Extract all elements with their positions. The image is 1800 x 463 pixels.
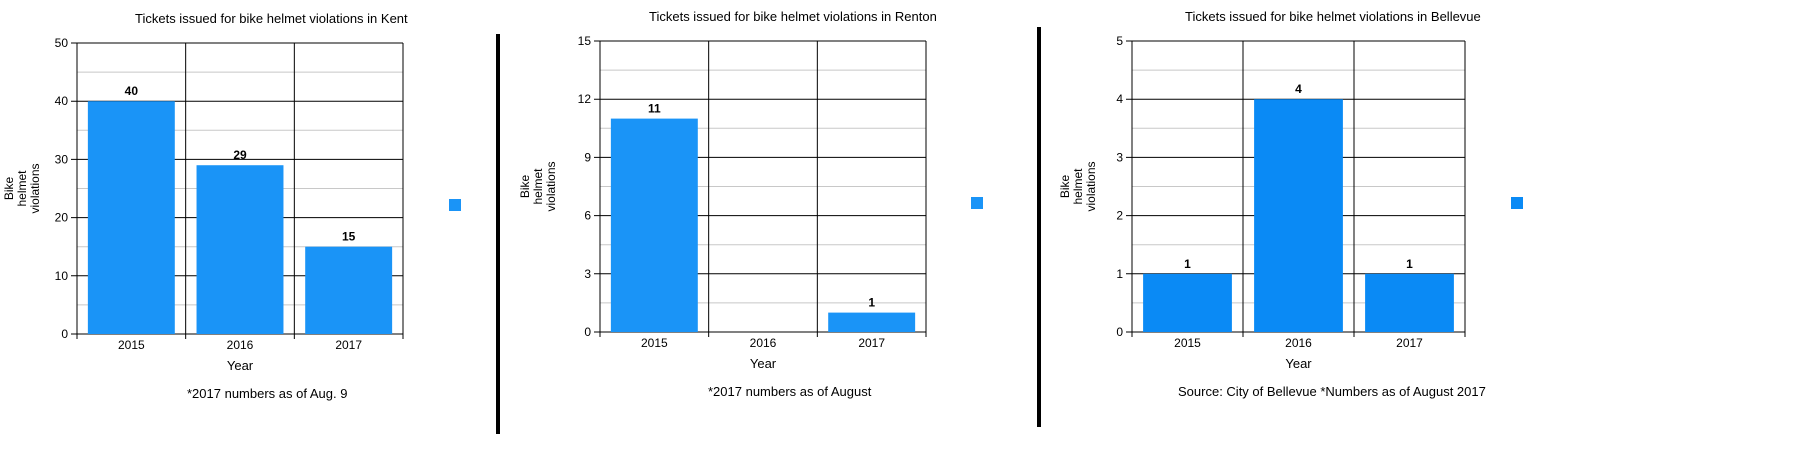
bar xyxy=(828,312,916,332)
bar xyxy=(196,165,284,334)
y-tick-label: 0 xyxy=(584,325,591,339)
bar xyxy=(305,246,393,334)
y-axis-title: Bikehelmetviolations xyxy=(1058,161,1098,211)
data-label: 1 xyxy=(1184,257,1191,271)
data-label: 40 xyxy=(125,84,139,98)
y-tick-label: 15 xyxy=(578,34,592,48)
chart-title: Tickets issued for bike helmet violation… xyxy=(1185,9,1481,24)
data-label: 1 xyxy=(1406,257,1413,271)
bar xyxy=(610,118,698,332)
x-tick-label: 2016 xyxy=(750,336,777,350)
data-label: 29 xyxy=(233,148,247,162)
y-tick-label: 12 xyxy=(578,92,592,106)
y-axis-title-line: Bike xyxy=(518,175,532,199)
y-axis-title-line: violations xyxy=(28,163,42,213)
y-axis-title-line: Bike xyxy=(1058,175,1072,199)
chart-title: Tickets issued for bike helmet violation… xyxy=(135,11,408,26)
y-axis-title-line: helmet xyxy=(15,170,29,207)
x-tick-label: 2017 xyxy=(858,336,885,350)
panel-divider xyxy=(1037,27,1041,427)
chart-note: *2017 numbers as of August xyxy=(708,384,872,399)
renton-chart-panel: Tickets issued for bike helmet violation… xyxy=(518,0,1040,463)
data-label: 1 xyxy=(868,296,875,310)
y-axis-title-line: helmet xyxy=(1071,168,1085,205)
data-label: 11 xyxy=(648,102,661,116)
y-tick-label: 20 xyxy=(55,211,69,225)
x-tick-label: 2015 xyxy=(1174,336,1201,350)
y-tick-label: 3 xyxy=(1116,150,1123,164)
bellevue-chart-panel: Tickets issued for bike helmet violation… xyxy=(1058,0,1800,463)
x-axis-title: Year xyxy=(750,356,777,371)
y-tick-label: 0 xyxy=(1116,325,1123,339)
kent-bar-chart: 0 10 20 30 40 50 40 2015 29 2016 15 2017 Year Bikehel… xyxy=(2,36,461,373)
x-axis-title: Year xyxy=(1285,356,1312,371)
y-axis-title: Bikehelmetviolations xyxy=(518,161,558,211)
y-tick-label: 0 xyxy=(61,327,68,341)
bellevue-bar-chart: 0 1 2 3 4 5 1 2015 4 2016 1 2017 Year Bikehelmetviola… xyxy=(1058,34,1523,371)
y-tick-label: 10 xyxy=(55,269,69,283)
bar xyxy=(1254,99,1343,332)
bar xyxy=(1365,273,1454,332)
y-tick-label: 6 xyxy=(584,209,591,223)
kent-chart-panel: Tickets issued for bike helmet violation… xyxy=(0,0,560,463)
y-tick-label: 9 xyxy=(584,150,591,164)
x-tick-label: 2015 xyxy=(118,338,145,352)
y-tick-label: 4 xyxy=(1116,92,1123,106)
y-tick-label: 3 xyxy=(584,267,591,281)
x-tick-label: 2016 xyxy=(227,338,254,352)
bar xyxy=(87,101,175,334)
legend-swatch xyxy=(1511,197,1523,209)
chart-note: Source: City of Bellevue *Numbers as of … xyxy=(1178,384,1486,399)
y-tick-label: 30 xyxy=(55,152,69,166)
renton-bar-chart: 0 3 6 9 12 15 11 2015 2016 1 2017 Year Bikehelmetvio… xyxy=(518,34,983,371)
y-tick-label: 2 xyxy=(1116,209,1123,223)
y-tick-label: 40 xyxy=(55,94,69,108)
legend-swatch xyxy=(449,199,461,211)
y-axis-title-line: Bike xyxy=(2,177,16,201)
y-axis-title: Bikehelmetviolations xyxy=(2,163,42,213)
chart-note: *2017 numbers as of Aug. 9 xyxy=(187,386,348,401)
y-axis-title-line: violations xyxy=(1084,161,1098,211)
y-axis-title-line: helmet xyxy=(531,168,545,205)
chart-title: Tickets issued for bike helmet violation… xyxy=(649,9,937,24)
bar xyxy=(1143,273,1232,332)
data-label: 15 xyxy=(342,230,356,244)
x-axis-title: Year xyxy=(227,358,254,373)
x-tick-label: 2017 xyxy=(1396,336,1423,350)
x-tick-label: 2017 xyxy=(335,338,362,352)
data-label: 4 xyxy=(1295,82,1302,96)
y-tick-label: 1 xyxy=(1116,267,1123,281)
y-tick-label: 5 xyxy=(1116,34,1123,48)
x-tick-label: 2016 xyxy=(1285,336,1312,350)
y-tick-label: 50 xyxy=(55,36,69,50)
panel-divider xyxy=(496,34,500,434)
x-tick-label: 2015 xyxy=(641,336,668,350)
legend-swatch xyxy=(971,197,983,209)
y-axis-title-line: violations xyxy=(544,161,558,211)
